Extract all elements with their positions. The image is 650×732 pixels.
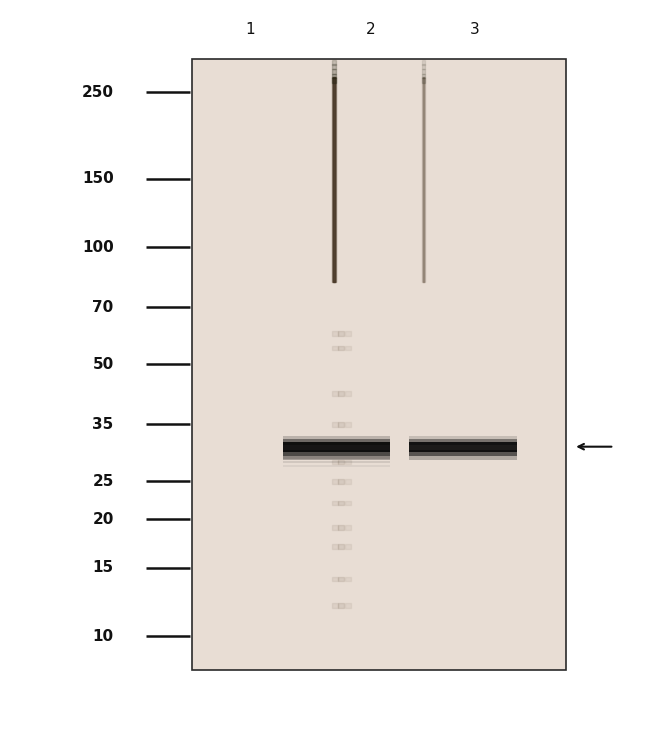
Bar: [283, 460, 390, 463]
Bar: [332, 78, 336, 83]
Bar: [422, 77, 425, 282]
Bar: [345, 346, 351, 350]
Bar: [338, 422, 344, 427]
Bar: [332, 346, 337, 350]
Bar: [332, 64, 336, 70]
Bar: [332, 331, 337, 335]
Bar: [338, 603, 344, 608]
Text: 2: 2: [366, 22, 375, 37]
Bar: [422, 78, 425, 83]
Bar: [283, 456, 390, 459]
Bar: [422, 73, 425, 78]
Bar: [345, 501, 351, 505]
Text: 1: 1: [246, 22, 255, 37]
Text: 25: 25: [92, 474, 114, 489]
Bar: [283, 466, 390, 467]
Bar: [338, 526, 344, 530]
Bar: [332, 60, 336, 64]
Bar: [332, 69, 336, 74]
Bar: [333, 77, 335, 282]
Bar: [332, 73, 336, 78]
Text: 50: 50: [92, 356, 114, 372]
Bar: [345, 392, 351, 396]
Bar: [338, 545, 344, 549]
Bar: [338, 577, 344, 581]
Bar: [332, 422, 337, 427]
Bar: [422, 64, 425, 70]
Bar: [283, 436, 390, 439]
Text: 150: 150: [82, 171, 114, 186]
Bar: [408, 438, 517, 445]
Bar: [338, 479, 344, 484]
Bar: [345, 331, 351, 335]
Bar: [345, 545, 351, 549]
Bar: [283, 449, 390, 456]
Bar: [345, 526, 351, 530]
Bar: [408, 442, 517, 452]
Bar: [332, 501, 337, 505]
Bar: [422, 60, 425, 64]
Bar: [332, 577, 337, 581]
Bar: [338, 331, 344, 335]
Bar: [192, 59, 566, 670]
Bar: [345, 460, 351, 464]
Bar: [332, 545, 337, 549]
Bar: [332, 526, 337, 530]
Bar: [345, 603, 351, 608]
Bar: [408, 456, 517, 460]
Bar: [332, 392, 337, 396]
Text: 250: 250: [82, 85, 114, 100]
Bar: [332, 460, 337, 464]
Bar: [332, 77, 335, 282]
Bar: [408, 436, 517, 439]
Bar: [338, 346, 344, 350]
Bar: [345, 422, 351, 427]
Text: 10: 10: [92, 629, 114, 643]
Bar: [283, 442, 390, 452]
Bar: [422, 77, 424, 282]
Bar: [338, 501, 344, 505]
Text: 70: 70: [92, 300, 114, 315]
Bar: [283, 456, 390, 460]
Bar: [345, 577, 351, 581]
Bar: [338, 392, 344, 396]
Text: 20: 20: [92, 512, 114, 526]
Bar: [338, 460, 344, 464]
Bar: [408, 449, 517, 456]
Bar: [345, 479, 351, 484]
Text: 100: 100: [82, 239, 114, 255]
Bar: [332, 479, 337, 484]
Text: 3: 3: [469, 22, 480, 37]
Bar: [422, 69, 425, 74]
Text: 35: 35: [92, 417, 114, 432]
Bar: [332, 603, 337, 608]
Bar: [283, 438, 390, 445]
Text: 15: 15: [92, 560, 114, 575]
